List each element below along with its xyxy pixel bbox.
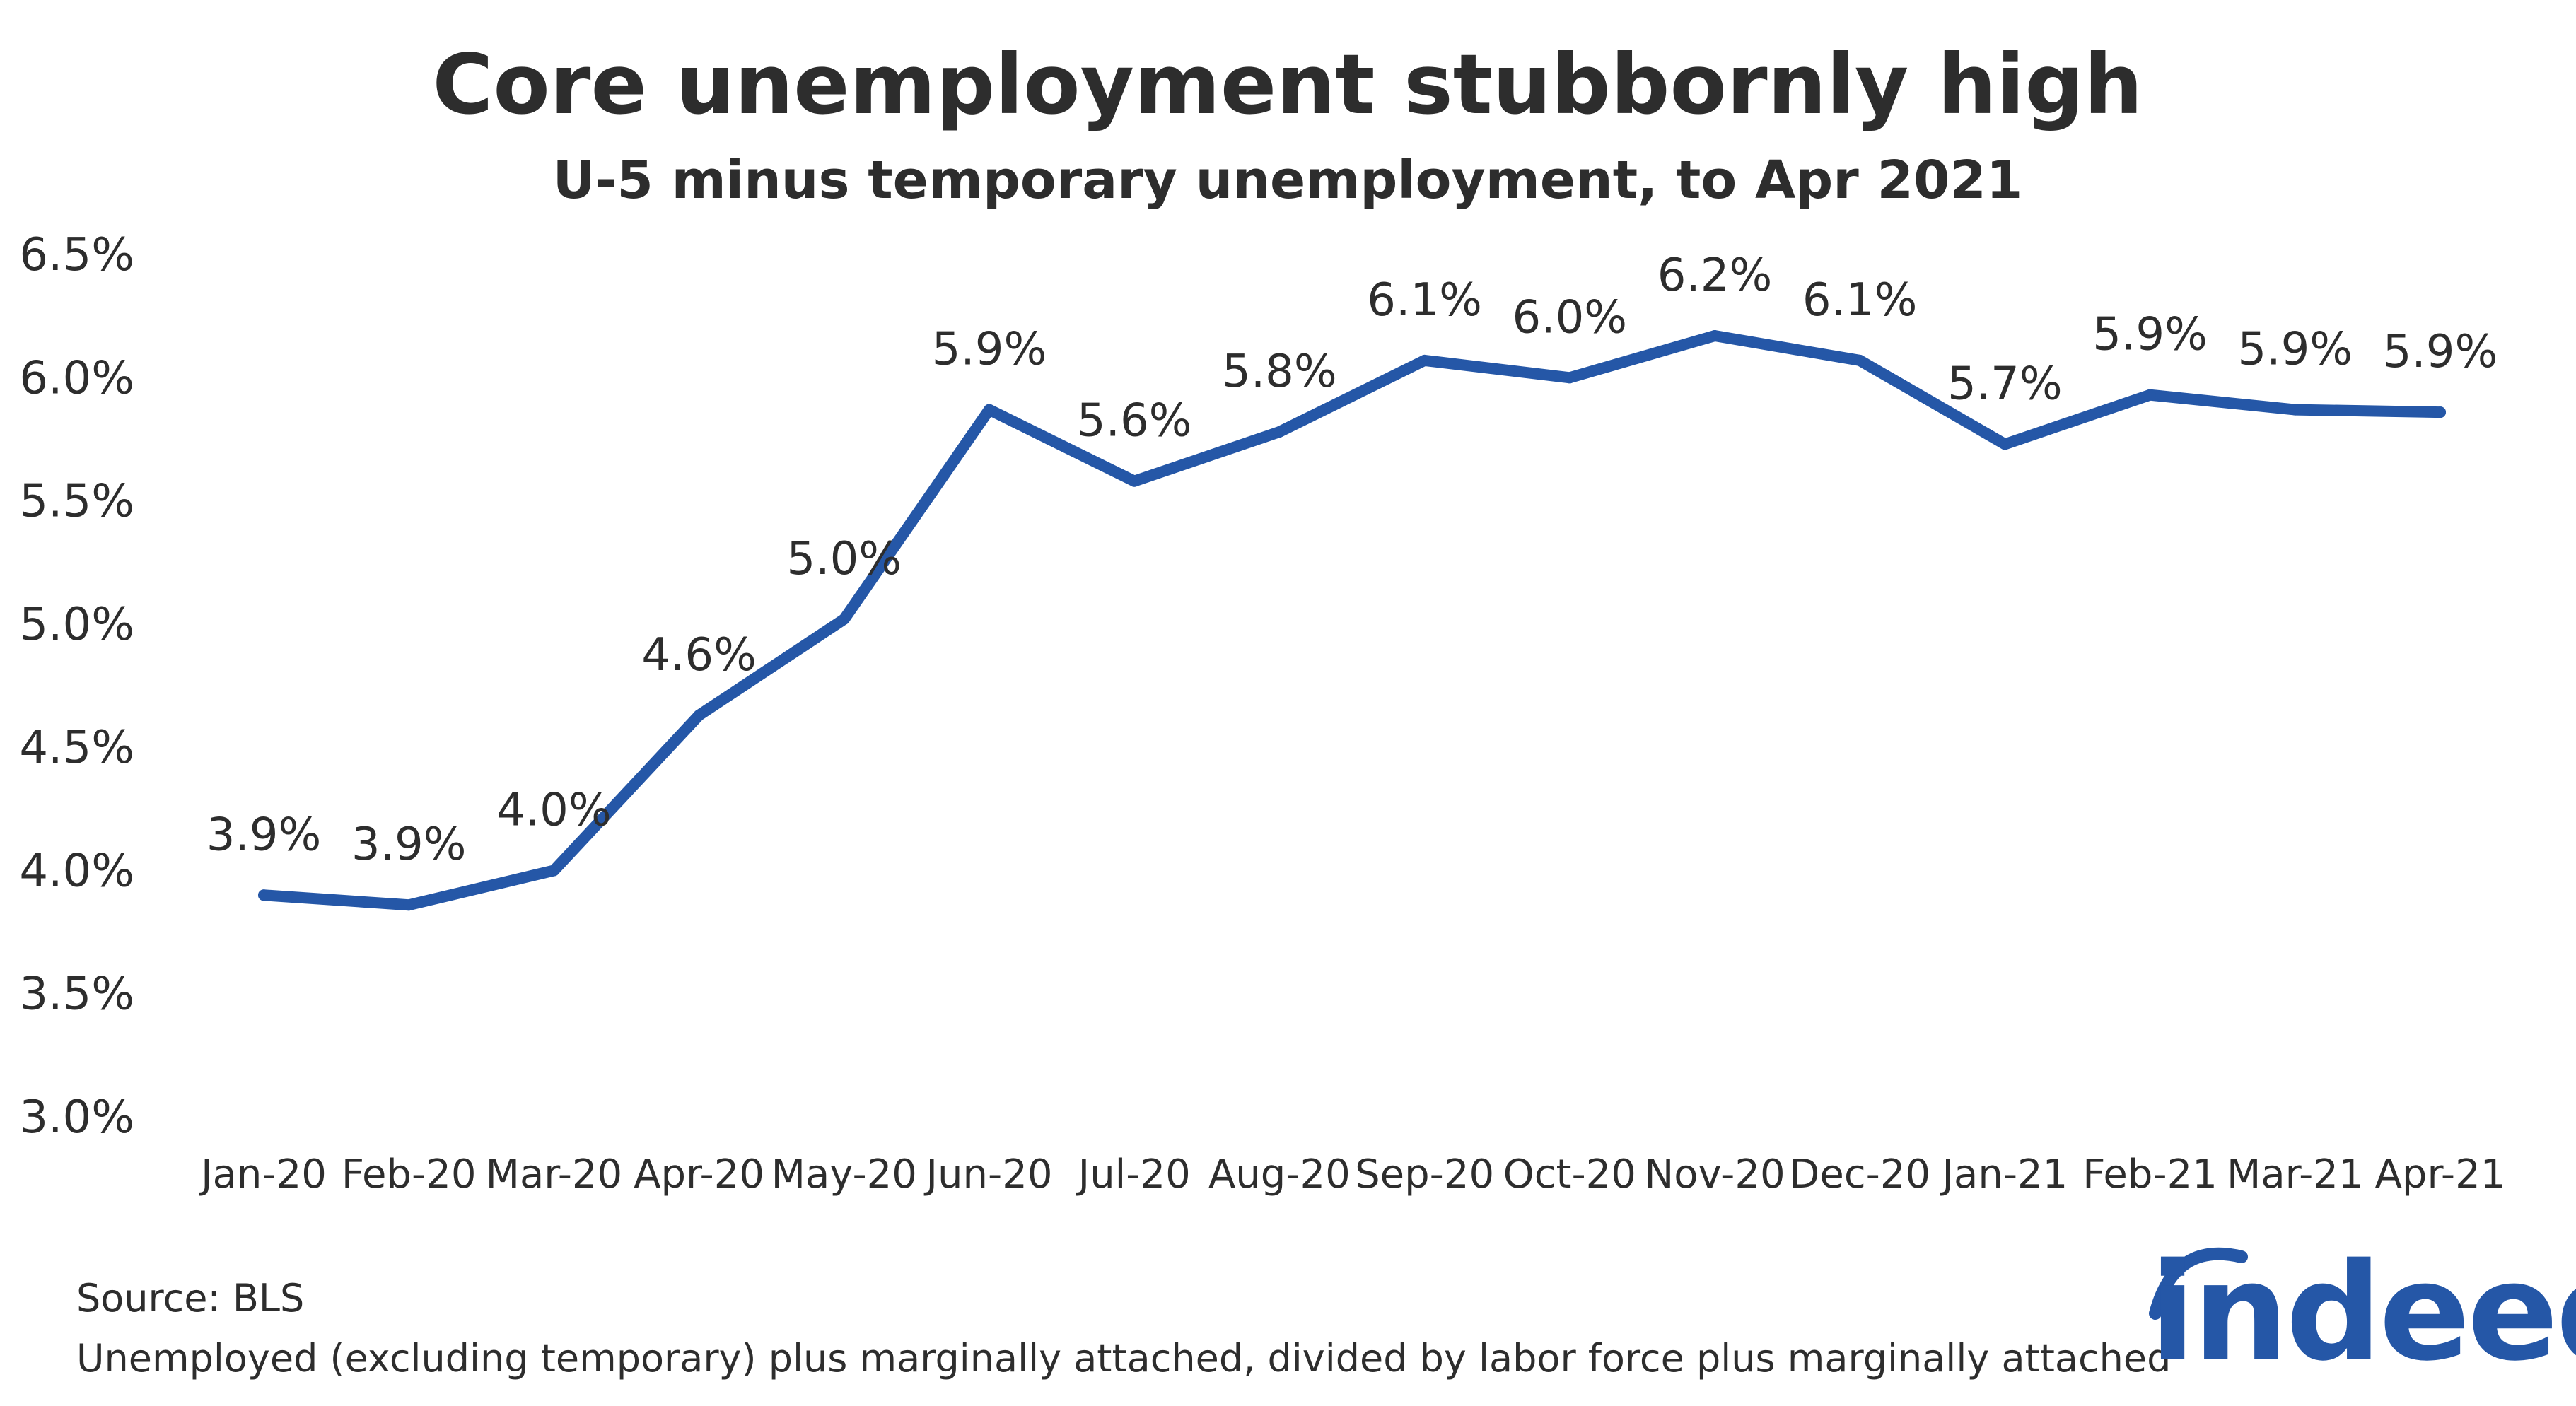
data-point [403, 899, 415, 911]
x-tick-label: Feb-21 [2082, 1152, 2217, 1197]
data-point [548, 865, 560, 877]
data-point [1563, 372, 1575, 384]
data-point [1129, 475, 1141, 487]
x-tick-label: Feb-20 [342, 1152, 477, 1197]
data-point [1709, 330, 1720, 342]
data-label: 6.1% [1367, 274, 1482, 327]
data-label: 4.6% [641, 629, 757, 681]
x-tick-label: Sep-20 [1355, 1152, 1494, 1197]
data-label: 4.0% [496, 784, 612, 836]
data-label: 5.8% [1222, 346, 1337, 398]
x-tick-label: Apr-20 [634, 1152, 764, 1197]
x-tick-label: Jul-20 [1076, 1152, 1191, 1197]
data-point [1854, 354, 1866, 366]
x-tick-label: Nov-20 [1644, 1152, 1785, 1197]
data-point [258, 889, 269, 901]
source-note: Source: BLS [76, 1276, 304, 1320]
x-tick-label: Dec-20 [1789, 1152, 1930, 1197]
y-tick-label: 5.5% [19, 476, 134, 528]
data-label: 5.0% [787, 533, 902, 585]
x-tick-label: Mar-20 [486, 1152, 623, 1197]
y-tick-label: 6.5% [19, 229, 134, 281]
data-point [2144, 389, 2156, 401]
data-label: 5.9% [932, 324, 1047, 376]
data-label: 5.9% [2238, 324, 2353, 376]
chart-title: Core unemployment stubbornly high [433, 36, 2143, 133]
indeed-logo: indeed [2149, 1234, 2576, 1390]
data-label: 5.6% [1077, 395, 1192, 447]
series-layer [258, 330, 2446, 911]
data-label: 5.9% [2383, 326, 2498, 378]
data-point [2435, 406, 2446, 418]
data-point [1999, 438, 2011, 450]
data-point [693, 709, 705, 721]
data-point [838, 613, 850, 625]
x-tick-label: Oct-20 [1503, 1152, 1636, 1197]
data-label: 5.9% [2092, 309, 2208, 361]
x-tick-label: Jan-21 [1940, 1152, 2068, 1197]
y-tick-label: 6.0% [19, 352, 134, 404]
x-tick-label: May-20 [771, 1152, 917, 1197]
data-point [2289, 404, 2301, 416]
data-label: 6.0% [1513, 291, 1628, 344]
data-label: 3.9% [351, 819, 467, 871]
series-line [258, 330, 2446, 911]
y-axis: 3.0% 3.5% 4.0% 4.5% 5.0% 5.5% 6.0% 6.5% [19, 229, 134, 1144]
data-label: 6.2% [1657, 250, 1773, 302]
x-tick-label: Jan-20 [199, 1152, 327, 1197]
logo-wordmark: indeed [2150, 1234, 2576, 1390]
x-tick-label: Apr-21 [2375, 1152, 2506, 1197]
x-axis: Jan-20 Feb-20 Mar-20 Apr-20 May-20 Jun-20 Jul-… [199, 1152, 2505, 1197]
definition-note: Unemployed (excluding temporary) plus ma… [76, 1336, 2171, 1381]
y-tick-label: 4.5% [19, 722, 134, 774]
y-tick-label: 5.0% [19, 599, 134, 651]
data-point [984, 404, 995, 416]
data-label: 6.1% [1802, 274, 1918, 327]
y-tick-label: 3.5% [19, 968, 134, 1021]
x-tick-label: Mar-21 [2227, 1152, 2364, 1197]
chart-subtitle: U-5 minus temporary unemployment, to Apr… [553, 150, 2023, 211]
data-label: 3.9% [206, 809, 322, 861]
data-point [1274, 426, 1286, 438]
data-label: 5.7% [1947, 358, 2063, 410]
data-labels: 3.9% 3.9% 4.0% 4.6% 5.0% 5.9% 5.6% 5.8% 6.1% 6.0%… [206, 250, 2498, 871]
y-tick-label: 4.0% [19, 845, 134, 897]
data-point [1418, 354, 1430, 366]
logo-arc [2149, 1247, 2248, 1320]
x-tick-label: Aug-20 [1208, 1152, 1351, 1197]
y-tick-label: 3.0% [19, 1091, 134, 1144]
x-tick-label: Jun-20 [924, 1152, 1053, 1197]
